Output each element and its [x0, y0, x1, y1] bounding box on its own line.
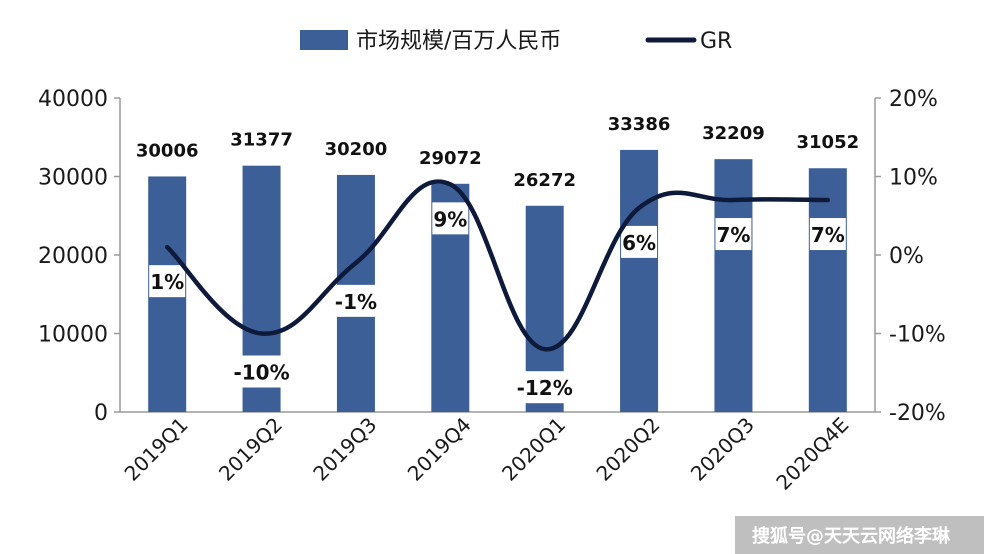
x-tick-label: 2019Q3 [308, 413, 381, 486]
x-tick-label: 2019Q2 [214, 413, 287, 486]
x-tick-label: 2020Q3 [686, 413, 759, 486]
bar-value-label: 31052 [797, 132, 860, 153]
gr-label-background [715, 218, 752, 251]
gr-value-label: 9% [433, 207, 467, 231]
bar-value-label: 26272 [513, 170, 576, 191]
gr-label-background [621, 225, 658, 258]
bar-value-label: 29072 [419, 148, 482, 169]
bar [620, 149, 659, 412]
right-tick-label: -10% [889, 323, 946, 348]
gr-value-label: 1% [150, 270, 184, 294]
x-tick-label: 2020Q2 [592, 413, 665, 486]
bar-value-label: 30200 [325, 139, 388, 160]
x-tick-label: 2019Q4 [403, 413, 476, 486]
x-tick-label: 2020Q4E [771, 413, 853, 495]
gr-value-labels: 1% -10% -1% 9% -12% 6% 7% 7% [149, 202, 846, 404]
right-tick-label: 20% [889, 87, 938, 112]
bar-value-label: 33386 [608, 114, 671, 135]
watermark-background [735, 516, 984, 554]
right-tick-label: -20% [889, 401, 946, 426]
gr-value-label: 7% [716, 223, 750, 247]
x-tick-label: 2020Q1 [497, 413, 570, 486]
gr-label-background [231, 355, 292, 388]
legend: 市场规模/百万人民币 GR [300, 29, 732, 54]
gr-label-background [331, 284, 380, 317]
gr-label-background [149, 265, 186, 298]
legend-line-label: GR [700, 29, 732, 54]
x-tick-label: 2019Q1 [120, 413, 193, 486]
bar-value-label: 32209 [702, 123, 765, 144]
bar-value-label: 30006 [136, 140, 199, 161]
bar [714, 159, 753, 412]
left-tick-label: 0 [94, 401, 108, 426]
right-tick-label: 10% [889, 166, 938, 191]
gr-value-label: -12% [517, 376, 573, 400]
gr-label-background [514, 371, 575, 404]
left-tick-label: 10000 [38, 323, 108, 348]
gr-value-label: -1% [335, 290, 377, 314]
gr-series-line [164, 179, 831, 352]
x-axis-ticks: 2019Q1 2019Q2 2019Q3 2019Q4 2020Q1 2020Q2 2020… [120, 413, 854, 495]
gr-value-label: 6% [622, 231, 656, 255]
legend-bar-label: 市场规模/百万人民币 [356, 29, 561, 54]
left-axis-ticks: 0 10000 20000 30000 40000 [38, 87, 120, 426]
legend-bar-swatch [300, 30, 348, 50]
left-tick-label: 30000 [38, 166, 108, 191]
left-tick-label: 40000 [38, 87, 108, 112]
right-tick-label: 0% [889, 244, 924, 269]
watermark-text: 搜狐号@天天云网络李琳 [752, 525, 951, 547]
bar-value-label: 31377 [230, 130, 293, 151]
bar [808, 168, 847, 412]
right-axis-ticks: -20% -10% 0% 10% 20% [875, 87, 946, 426]
gr-label-background [432, 202, 469, 235]
gr-value-label: 7% [811, 223, 845, 247]
left-tick-label: 20000 [38, 244, 108, 269]
bar-value-labels: 30006 31377 30200 29072 26272 33386 32209 31052 [136, 114, 859, 191]
gr-label-background [809, 218, 846, 251]
gr-value-label: -10% [233, 361, 289, 385]
